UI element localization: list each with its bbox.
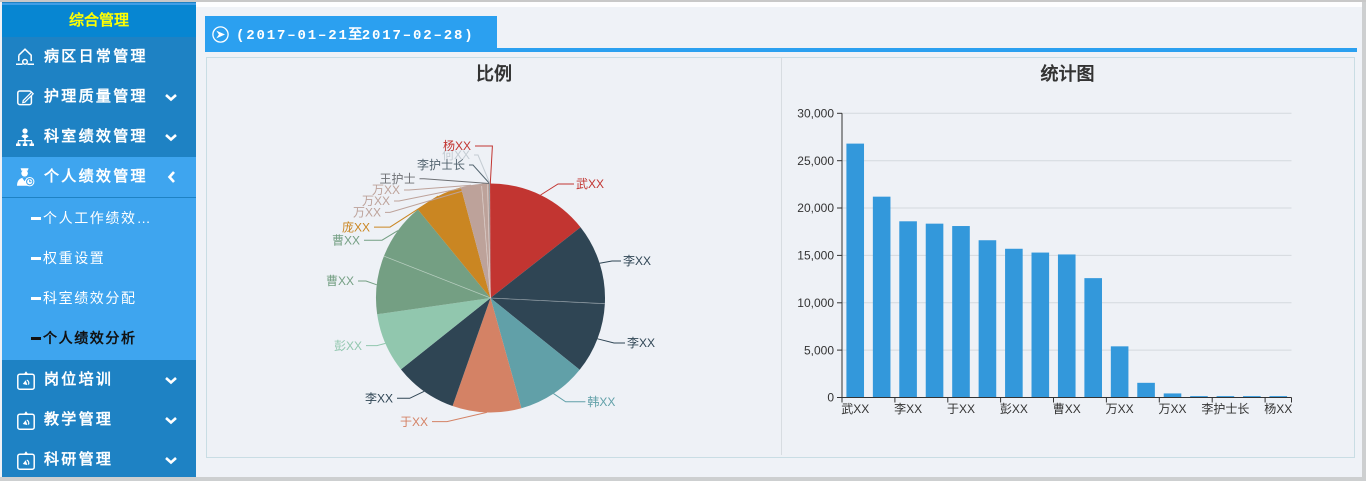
svg-text:25,000: 25,000 <box>797 154 834 168</box>
svg-text:李XX: 李XX <box>623 253 651 268</box>
svg-text:曹XX: 曹XX <box>1053 402 1081 416</box>
svg-text:杨XX: 杨XX <box>443 138 471 153</box>
svg-text:20,000: 20,000 <box>797 201 834 215</box>
svg-text:万XX: 万XX <box>1106 402 1134 416</box>
svg-text:李XX: 李XX <box>894 401 922 416</box>
svg-text:30,000: 30,000 <box>797 107 834 121</box>
svg-text:何XX: 何XX <box>442 148 470 162</box>
svg-text:韩XX: 韩XX <box>587 394 615 409</box>
svg-text:武XX: 武XX <box>841 402 869 416</box>
svg-text:彭XX: 彭XX <box>1000 402 1028 416</box>
svg-text:彭XX: 彭XX <box>334 339 362 353</box>
svg-text:杨XX: 杨XX <box>1264 401 1292 416</box>
svg-text:15,000: 15,000 <box>797 249 834 263</box>
svg-text:武XX: 武XX <box>576 177 604 191</box>
svg-text:5,000: 5,000 <box>804 343 834 357</box>
svg-text:李护士长: 李护士长 <box>417 157 465 172</box>
svg-text:10,000: 10,000 <box>797 296 834 310</box>
svg-text:曹XX: 曹XX <box>326 274 354 288</box>
svg-text:0: 0 <box>827 391 834 405</box>
svg-text:万XX: 万XX <box>353 206 381 220</box>
svg-text:李护士长: 李护士长 <box>1201 401 1249 416</box>
svg-text:万XX: 万XX <box>362 194 390 208</box>
svg-text:于XX: 于XX <box>400 415 428 429</box>
svg-text:万XX: 万XX <box>372 183 400 197</box>
svg-text:李XX: 李XX <box>365 391 393 406</box>
svg-text:于XX: 于XX <box>947 402 975 416</box>
svg-text:曹XX: 曹XX <box>332 233 360 247</box>
svg-text:王护士: 王护士 <box>379 172 415 186</box>
svg-text:庞XX: 庞XX <box>342 219 370 234</box>
svg-text:万XX: 万XX <box>1158 402 1186 416</box>
svg-text:李XX: 李XX <box>627 335 655 350</box>
